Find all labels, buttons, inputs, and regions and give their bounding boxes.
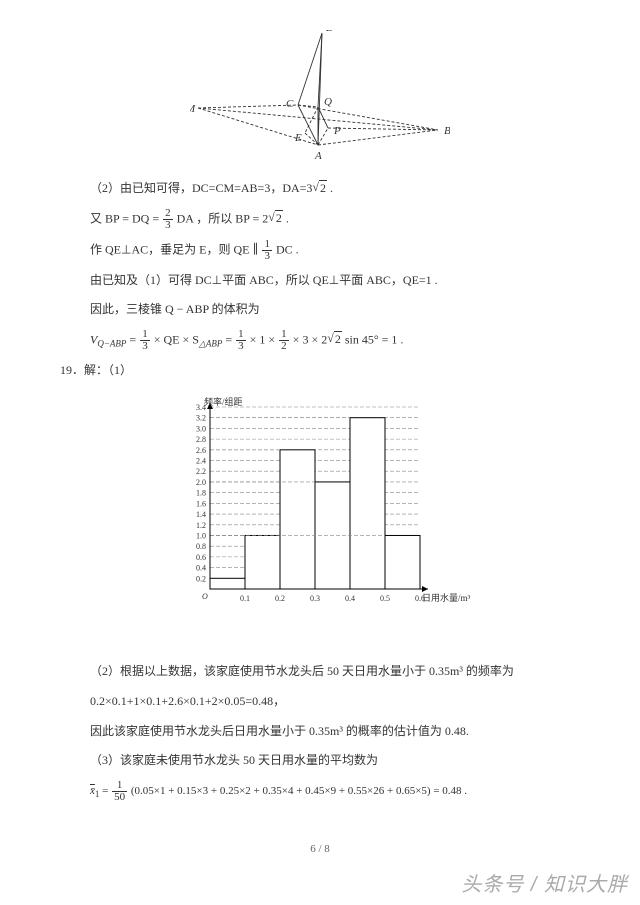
histogram-chart: 频率/组距0.20.40.60.81.01.21.41.61.82.02.22.… bbox=[60, 393, 580, 643]
geometry-figure: M C Q D E A P B bbox=[60, 30, 580, 160]
step-2-given: （2）由已知可得，DC=CM=AB=3，DA=3√2 . bbox=[90, 178, 580, 200]
svg-text:2.2: 2.2 bbox=[196, 468, 206, 477]
svg-text:1.0: 1.0 bbox=[196, 532, 206, 541]
svg-text:3.0: 3.0 bbox=[196, 425, 206, 434]
step-perp: 由已知及（1）可得 DC⊥平面 ABC，所以 QE⊥平面 ABC，QE=1 . bbox=[90, 270, 580, 292]
svg-text:2.6: 2.6 bbox=[196, 446, 206, 455]
svg-text:日用水量/m³: 日用水量/m³ bbox=[422, 592, 470, 603]
svg-text:0.2: 0.2 bbox=[196, 575, 206, 584]
svg-text:P: P bbox=[333, 125, 341, 137]
svg-text:0.4: 0.4 bbox=[345, 594, 355, 603]
svg-text:0.5: 0.5 bbox=[380, 594, 390, 603]
svg-text:E: E bbox=[294, 132, 302, 144]
mean-formula: x̄1 = 150 (0.05×1 + 0.15×3 + 0.25×2 + 0.… bbox=[90, 780, 580, 803]
svg-text:3.4: 3.4 bbox=[196, 403, 206, 412]
q19-header: 19．解：（1） bbox=[60, 360, 580, 382]
svg-text:2.8: 2.8 bbox=[196, 435, 206, 444]
svg-text:B: B bbox=[444, 125, 450, 137]
svg-text:2.4: 2.4 bbox=[196, 457, 206, 466]
svg-text:1.8: 1.8 bbox=[196, 489, 206, 498]
step-qe: 作 QE⊥AC，垂足为 E，则 QE ∥ 13 DC . bbox=[90, 239, 580, 262]
svg-text:0.8: 0.8 bbox=[196, 543, 206, 552]
svg-text:O: O bbox=[202, 592, 208, 601]
svg-text:0.1: 0.1 bbox=[240, 594, 250, 603]
svg-text:1.2: 1.2 bbox=[196, 521, 206, 530]
svg-text:3.2: 3.2 bbox=[196, 414, 206, 423]
svg-text:1.4: 1.4 bbox=[196, 510, 206, 519]
page-number: 6 / 8 bbox=[0, 843, 640, 855]
watermark: 头条号 / 知识大胖 bbox=[461, 868, 628, 897]
svg-text:A: A bbox=[314, 150, 322, 160]
volume-formula: VQ−ABP = 13 × QE × S△ABP = 13 × 1 × 12 ×… bbox=[90, 329, 580, 352]
freq-calc: 0.2×0.1+1×0.1+2.6×0.1+2×0.05=0.48， bbox=[90, 691, 580, 713]
svg-text:2.0: 2.0 bbox=[196, 478, 206, 487]
svg-text:0.3: 0.3 bbox=[310, 594, 320, 603]
svg-text:0.4: 0.4 bbox=[196, 564, 206, 573]
svg-text:M: M bbox=[190, 103, 196, 115]
step-3-mean: （3）该家庭未使用节水龙头 50 天日用水量的平均数为 bbox=[90, 750, 580, 772]
svg-text:0.2: 0.2 bbox=[275, 594, 285, 603]
step-2-freq: （2）根据以上数据，该家庭使用节水龙头后 50 天日用水量小于 0.35m³ 的… bbox=[90, 661, 580, 683]
step-bp-dq: 又 BP = DQ = 23 DA ，所以 BP = 2√2 . bbox=[90, 208, 580, 231]
svg-text:Q: Q bbox=[324, 96, 332, 108]
svg-text:0.6: 0.6 bbox=[196, 553, 206, 562]
step-therefore: 因此，三棱锥 Q − ABP 的体积为 bbox=[90, 299, 580, 321]
svg-text:C: C bbox=[286, 98, 294, 110]
freq-conclusion: 因此该家庭使用节水龙头后日用水量小于 0.35m³ 的概率的估计值为 0.48. bbox=[90, 721, 580, 743]
svg-text:1.6: 1.6 bbox=[196, 500, 206, 509]
svg-text:D: D bbox=[325, 30, 334, 34]
